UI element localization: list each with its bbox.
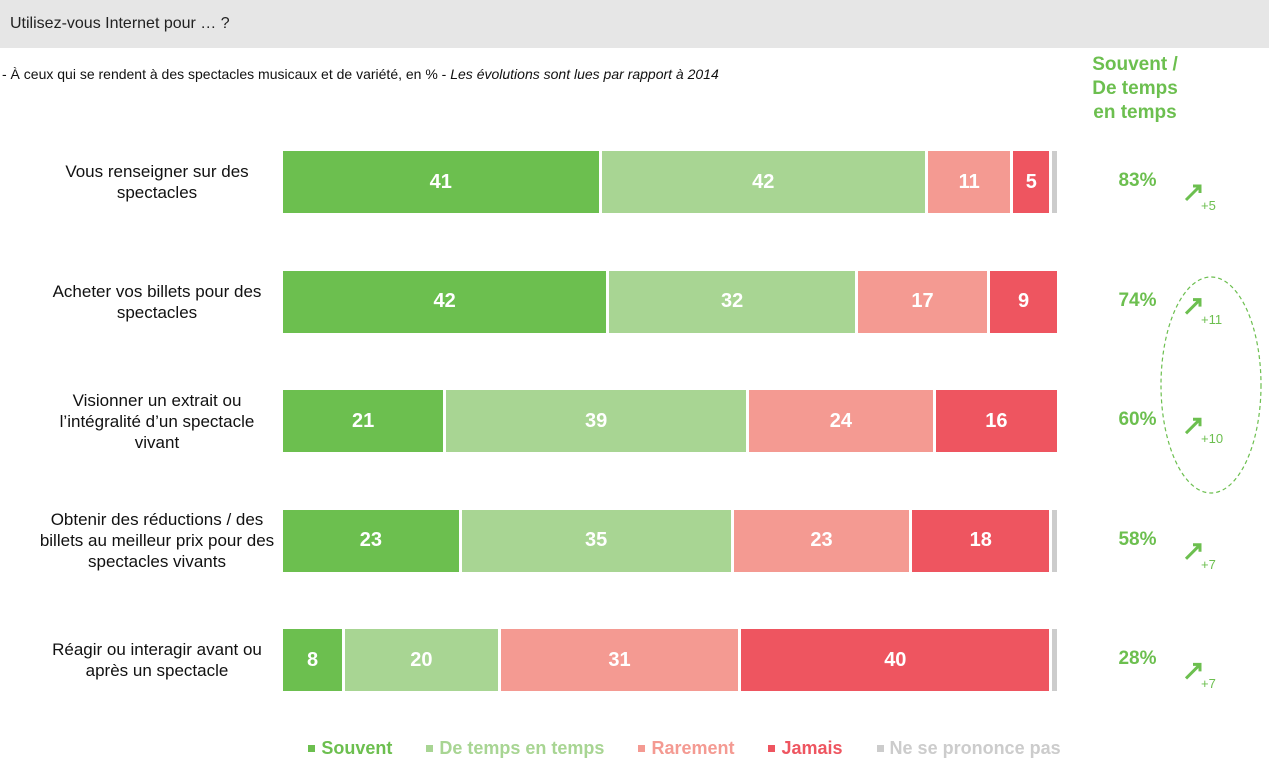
value-label: 5 [1025,170,1037,193]
bar-segment [1052,509,1060,572]
value-label: 40 [884,648,907,671]
bar-segment: 20 [345,629,501,692]
value-label: 11 [958,170,980,193]
evolution-arrow [1184,662,1202,680]
bar-segment: 16 [935,390,1060,453]
value-label: 8 [307,648,319,671]
header-bar: Utilisez-vous Internet pour … ? [0,0,1269,48]
value-label: 9 [1017,290,1030,313]
legend-swatch [876,745,884,752]
legend-label: Ne se prononce pas [889,738,1061,758]
summary-title: Souvent / [1092,54,1178,75]
category-label: Acheter vos billets pour des spectacles [52,281,262,322]
summary-title: De temps [1092,78,1178,99]
bar-segment: 42 [601,151,928,213]
legend: Souvent De temps en temps Rarement Jamais Ne… [0,738,1269,759]
summary-value: 58% [1118,528,1157,550]
value-label: 42 [752,170,775,193]
value-label: 31 [608,648,631,671]
bar-segment: 23 [283,509,462,572]
legend-item: Jamais [768,738,843,759]
bar-segment: 31 [500,629,742,692]
value-label: 21 [351,409,375,432]
evolution-label: +11 [1201,311,1223,327]
bar-segment: 5 [1013,151,1053,213]
bar-segment [1060,270,1063,333]
bar-segment: 42 [283,270,610,333]
bar-segment [1060,390,1063,453]
subtitle-note: Les évolutions sont lues par rapport à 2… [450,66,719,82]
value-label: 42 [433,290,456,313]
value-label: 41 [429,170,452,193]
legend-label: De temps en temps [439,738,605,758]
bar-segment [1052,151,1060,213]
legend-swatch [768,745,776,752]
value-label: 16 [985,409,1008,432]
subtitle-text: - À ceux qui se rendent à des spectacles… [2,66,451,82]
legend-label: Souvent [321,738,393,758]
summary-value: 83% [1118,170,1157,191]
legend-item: Souvent [308,738,392,759]
legend-swatch [308,745,316,752]
value-label: 32 [721,290,744,313]
value-label: 18 [969,529,992,552]
bar-segment: 39 [446,390,750,453]
value-label: 23 [810,529,833,552]
evolution-arrow [1184,543,1202,560]
bar-segment: 21 [283,390,447,453]
legend-label: Jamais [781,738,843,758]
bar-segment: 35 [461,509,734,572]
legend-swatch [426,745,434,752]
value-label: 35 [585,529,608,552]
category-label: Visionner un extrait ou l’intégralité d’… [59,390,255,452]
header: Utilisez-vous Internet pour … ? [10,15,230,32]
bar-segment: 40 [741,629,1053,692]
value-label: 39 [585,409,608,432]
highlight-ellipse [1160,276,1262,494]
bar-segment: 9 [990,270,1060,333]
summary-value: 74% [1118,289,1157,311]
legend-label: Rarement [651,738,735,758]
evolution-label: +5 [1201,198,1216,213]
evolution-label: +7 [1201,556,1216,572]
bar-segment: 8 [283,629,346,692]
value-label: 23 [359,529,382,552]
bar-segment: 23 [733,509,913,572]
evolution-label: +7 [1201,676,1216,692]
value-label: 20 [410,648,433,671]
summary-value: 60% [1118,409,1157,431]
category-label: Vous renseigner sur des spectacles [65,162,249,202]
evolution-arrow [1184,298,1202,315]
legend-item: De temps en temps [426,738,604,759]
legend-item: Ne se prononce pas [876,738,1061,759]
evolution-arrow [1184,184,1202,202]
bar-segment: 11 [927,151,1014,213]
legend-swatch [638,745,646,752]
value-label: 24 [829,409,853,432]
bar-segment: 18 [912,509,1053,572]
bar-segment: 24 [749,390,936,453]
summary-title: en temps [1093,102,1177,123]
subtitle: - À ceux qui se rendent à des spectacles… [2,66,719,82]
bar-segment: 17 [857,270,991,333]
bar-segment [1052,629,1060,692]
evolution-label: +10 [1201,431,1224,447]
bar-segment: 32 [609,270,858,333]
category-label: Réagir ou interagir avant ou après un sp… [52,640,262,681]
summary-value: 28% [1118,648,1157,670]
evolution-arrow [1184,417,1202,435]
value-label: 17 [911,290,934,313]
category-label: Obtenir des réductions / des billets au … [39,510,275,572]
bar-segment: 41 [283,151,602,213]
legend-item: Rarement [638,738,734,759]
